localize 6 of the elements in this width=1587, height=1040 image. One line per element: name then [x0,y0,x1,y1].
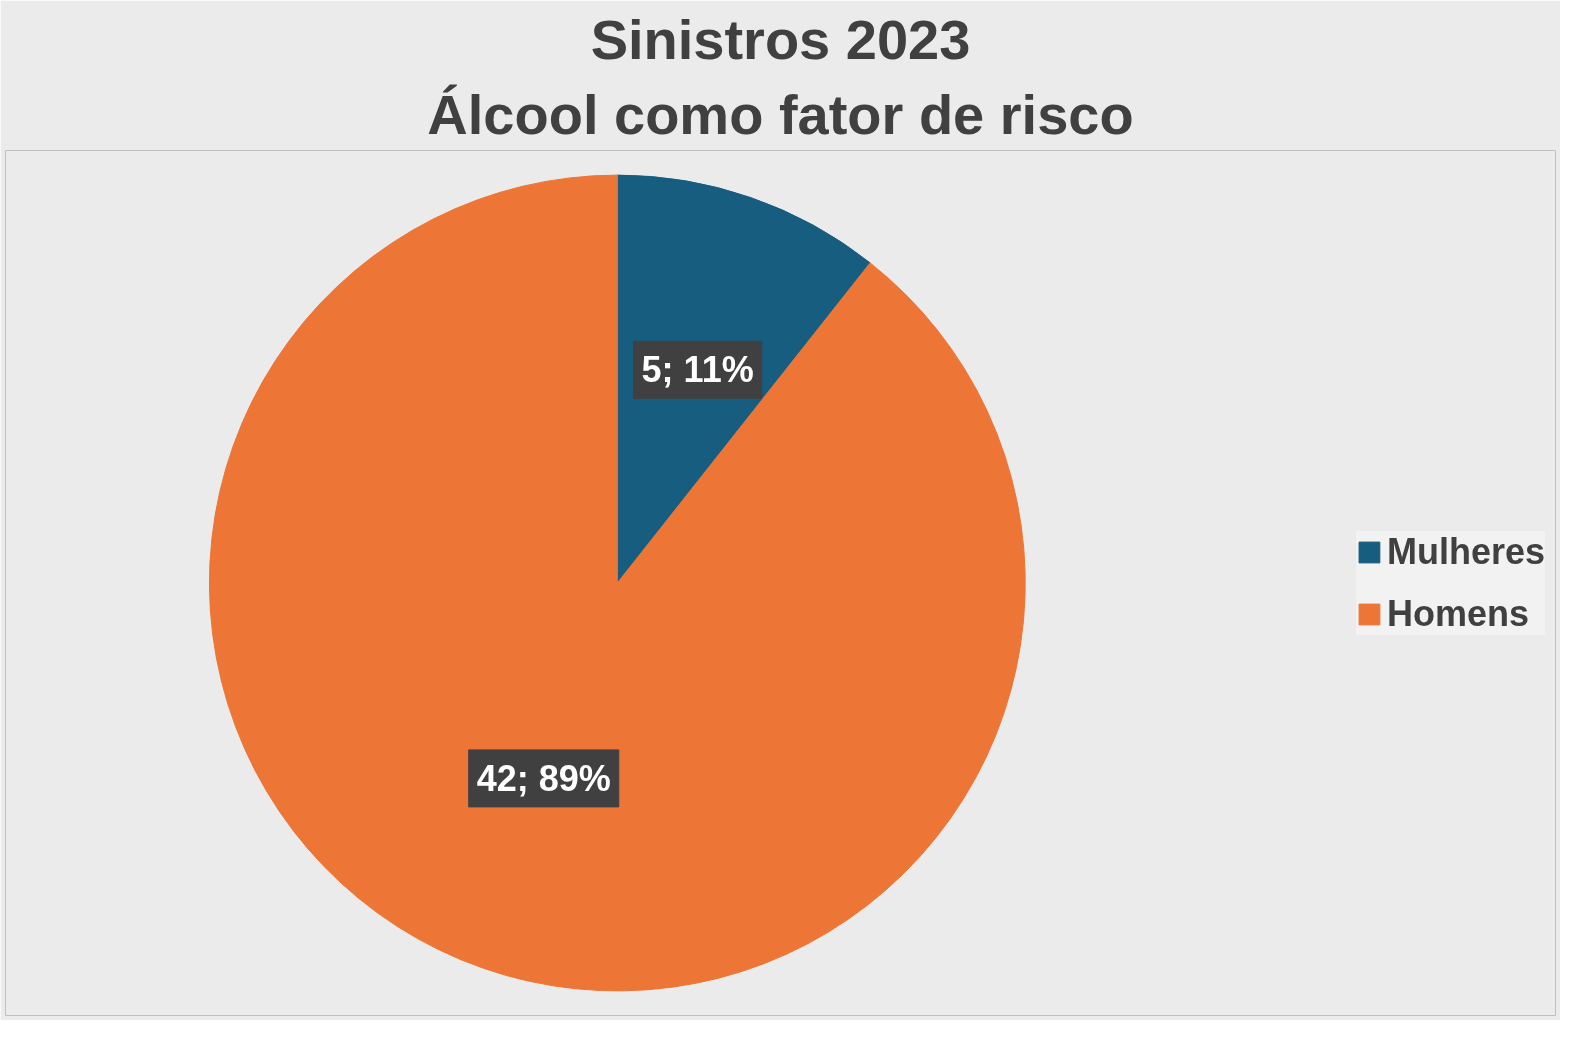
chart-title: Sinistros 2023 [590,7,971,71]
chart-subtitle: Álcool como fator de risco [427,82,1134,146]
legend-label: Mulheres [1386,530,1545,573]
data-label: 5; 11% [641,349,754,391]
legend-label: Homens [1386,592,1529,635]
data-label: 42; 89% [476,757,611,799]
